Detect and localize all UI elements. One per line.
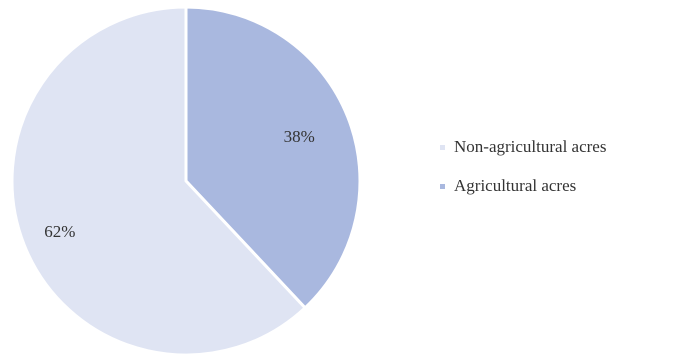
legend-item-agricultural: Agricultural acres <box>440 175 606 197</box>
pie-slice-agricultural <box>184 5 362 310</box>
legend-swatch-non-agricultural <box>440 144 445 150</box>
pie-data-labels: 38% 62% <box>44 127 315 241</box>
data-label-agricultural: 38% <box>284 127 315 146</box>
legend-item-non-agricultural: Non-agricultural acres <box>440 136 606 158</box>
legend-swatch-agricultural <box>440 183 445 189</box>
legend-label-agricultural: Agricultural acres <box>454 176 577 195</box>
legend-label-non-agricultural: Non-agricultural acres <box>454 137 607 156</box>
pie-slices <box>10 5 362 357</box>
legend: Non-agricultural acres Agricultural acre… <box>440 136 606 214</box>
data-label-non-agricultural: 62% <box>44 222 75 241</box>
pie-slice-non-agricultural <box>10 5 307 357</box>
